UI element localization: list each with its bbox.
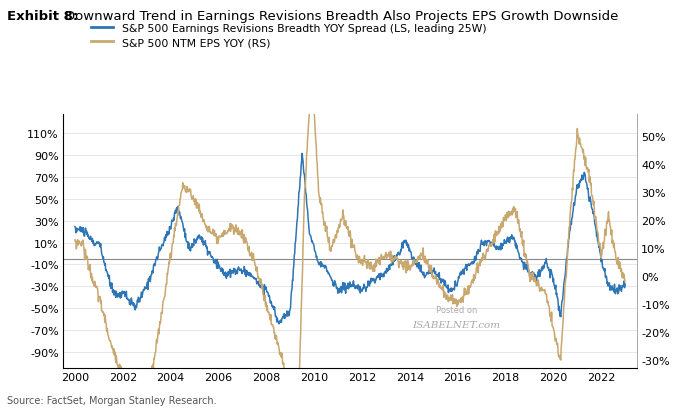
Text: ISABELNET.com: ISABELNET.com <box>412 321 500 330</box>
Text: Source: FactSet, Morgan Stanley Research.: Source: FactSet, Morgan Stanley Research… <box>7 395 216 405</box>
Text: Posted on: Posted on <box>435 305 477 314</box>
Text: Exhibit 8:: Exhibit 8: <box>7 10 78 23</box>
Legend: S&P 500 Earnings Revisions Breadth YOY Spread (LS, leading 25W), S&P 500 NTM EPS: S&P 500 Earnings Revisions Breadth YOY S… <box>92 24 486 48</box>
Text: Downward Trend in Earnings Revisions Breadth Also Projects EPS Growth Downside: Downward Trend in Earnings Revisions Bre… <box>65 10 619 23</box>
